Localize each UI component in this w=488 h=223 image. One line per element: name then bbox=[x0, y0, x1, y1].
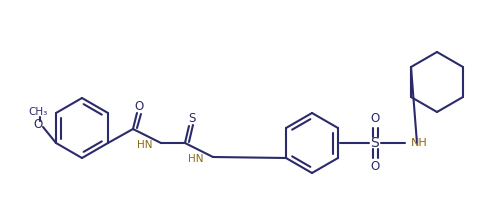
Text: NH: NH bbox=[410, 138, 427, 148]
Text: O: O bbox=[33, 118, 42, 130]
Text: O: O bbox=[134, 101, 143, 114]
Text: O: O bbox=[369, 161, 379, 173]
Text: CH₃: CH₃ bbox=[28, 107, 47, 117]
Text: O: O bbox=[369, 112, 379, 126]
Text: S: S bbox=[370, 136, 379, 150]
Text: S: S bbox=[188, 112, 195, 124]
Text: HN: HN bbox=[137, 140, 152, 150]
Text: HN: HN bbox=[188, 154, 203, 164]
